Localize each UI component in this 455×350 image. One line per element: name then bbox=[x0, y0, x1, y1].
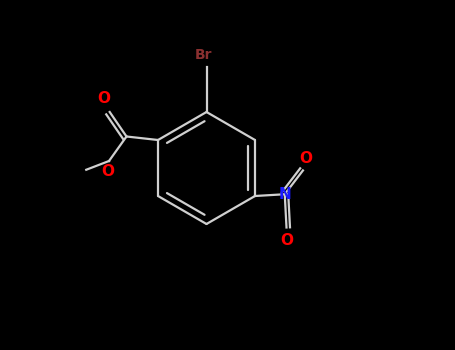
Text: O: O bbox=[280, 233, 293, 248]
Text: O: O bbox=[97, 91, 110, 106]
Text: O: O bbox=[101, 164, 114, 179]
Text: Br: Br bbox=[194, 48, 212, 62]
Text: O: O bbox=[299, 151, 312, 166]
Text: N: N bbox=[278, 187, 291, 202]
